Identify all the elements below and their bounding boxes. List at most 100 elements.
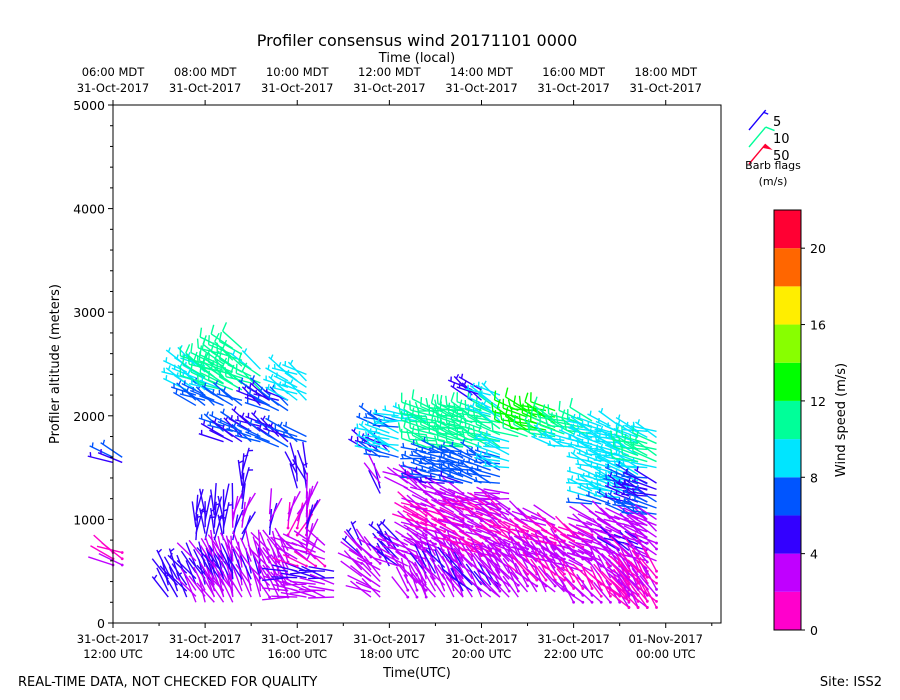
wind-barb	[272, 424, 298, 438]
wind-barb-half-feather	[594, 491, 598, 496]
wind-barb	[508, 500, 529, 520]
wind-barb-shaft	[482, 535, 501, 557]
wind-barb-full-feather	[615, 426, 619, 436]
y-tick-label: 0	[97, 616, 105, 631]
colorbar-bin	[774, 400, 801, 440]
wind-barb-shaft	[458, 376, 482, 391]
wind-barb	[475, 442, 501, 456]
wind-barb	[616, 522, 639, 539]
wind-barb	[204, 572, 215, 598]
wind-barb-shaft	[477, 453, 501, 469]
wind-barb-calm-dot	[645, 606, 649, 609]
wind-barb-half-feather	[241, 412, 245, 418]
wind-barb-shaft	[593, 459, 620, 463]
wind-barb-shaft	[185, 560, 197, 585]
wind-barb-shaft	[541, 432, 565, 448]
wind-barb-shaft	[305, 518, 319, 543]
wind-barb-shaft	[437, 478, 464, 484]
wind-barb-shaft	[289, 442, 298, 468]
wind-barb-shaft	[252, 571, 262, 598]
wind-barb	[469, 580, 492, 598]
wind-barb	[417, 577, 436, 598]
wind-barb	[235, 363, 261, 384]
wind-barb	[430, 411, 455, 436]
wind-barb	[566, 497, 593, 505]
wind-barb	[351, 557, 372, 577]
wind-barb-shaft	[613, 474, 639, 485]
wind-barb-shaft	[253, 393, 279, 401]
wind-barb	[520, 518, 547, 526]
wind-barb-shaft	[572, 584, 593, 603]
wind-barb	[474, 453, 501, 462]
wind-barb-half-feather	[253, 410, 257, 416]
wind-barb	[210, 360, 234, 385]
wind-barb	[631, 586, 649, 609]
wind-barb	[429, 575, 446, 598]
wind-barb-full-feather	[439, 394, 443, 405]
colorbar-bin	[774, 286, 801, 325]
wind-barb-half-feather	[233, 406, 237, 412]
wind-barb-shaft	[227, 364, 252, 377]
wind-barb-full-feather	[458, 417, 463, 428]
wind-barb	[510, 571, 529, 593]
wind-barb-full-feather	[411, 425, 415, 436]
top-tick-date: 31-Oct-2017	[630, 81, 702, 95]
wind-barb	[343, 530, 363, 551]
wind-barb	[395, 473, 418, 489]
wind-barb	[274, 545, 289, 569]
wind-barb-shaft	[302, 538, 326, 553]
wind-barb	[607, 590, 631, 609]
wind-barb-half-feather	[270, 354, 274, 360]
wind-barb	[623, 433, 648, 457]
wind-barb-calm-dot	[572, 580, 576, 583]
wind-barb	[569, 541, 593, 556]
wind-barb-shaft	[359, 546, 381, 564]
wind-barb-shaft	[483, 465, 510, 469]
wind-barb	[631, 476, 657, 491]
wind-barb	[502, 398, 528, 418]
wind-barb	[482, 535, 501, 557]
wind-barb-shaft	[552, 578, 575, 596]
wind-barb-half-feather	[279, 421, 283, 427]
wind-barb-calm-dot	[406, 588, 410, 592]
top-tick-time: 06:00 MDT	[82, 65, 146, 79]
wind-barb	[530, 532, 557, 545]
wind-barb-shaft	[380, 540, 400, 561]
wind-barb-shaft	[293, 530, 317, 546]
wind-barb-shaft	[199, 508, 206, 534]
wind-barb-shaft	[87, 455, 114, 464]
wind-barb	[436, 406, 464, 424]
wind-barb	[219, 550, 234, 574]
wind-barb-calm-dot	[535, 584, 539, 588]
wind-barb-shaft	[450, 540, 473, 557]
wind-barb-shaft	[466, 460, 491, 471]
x-tick-date: 31-Oct-2017	[537, 632, 609, 646]
wind-barb-shaft	[616, 522, 639, 539]
wind-barb-shaft	[613, 427, 639, 439]
wind-barb-half-feather	[617, 497, 621, 503]
wind-barb-shaft	[567, 516, 593, 526]
wind-barb-calm-dot	[516, 583, 520, 587]
wind-barb-half-feather	[373, 418, 377, 424]
wind-barb	[245, 530, 252, 556]
wind-barb	[593, 545, 612, 568]
wind-barb-shaft	[438, 474, 464, 484]
wind-barb	[400, 472, 427, 479]
wind-barb-half-feather	[202, 420, 206, 426]
wind-barb	[224, 367, 252, 384]
wind-barb-full-feather	[450, 410, 455, 420]
wind-barb-half-feather	[567, 478, 570, 484]
wind-barb-full-feather	[558, 400, 561, 411]
wind-barb-shaft	[490, 577, 510, 598]
wind-barb-shaft	[176, 572, 188, 598]
wind-barb	[445, 431, 473, 448]
wind-barb	[289, 442, 298, 468]
wind-barb-shaft	[343, 530, 363, 551]
wind-barb-half-feather	[222, 424, 225, 430]
wind-barb	[588, 510, 611, 526]
wind-barb-shaft	[447, 475, 473, 484]
wind-barb	[241, 467, 254, 493]
wind-barb	[238, 352, 261, 377]
wind-barb-shaft	[265, 386, 289, 401]
wind-barb-half-feather	[589, 446, 592, 451]
